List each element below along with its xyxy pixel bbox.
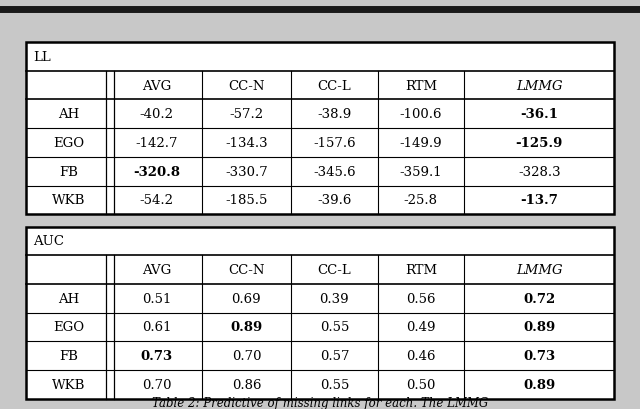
Text: -36.1: -36.1 bbox=[520, 108, 558, 121]
Text: CC-N: CC-N bbox=[228, 79, 265, 92]
Bar bbox=[26, 43, 614, 215]
Text: -185.5: -185.5 bbox=[225, 194, 268, 207]
Text: -330.7: -330.7 bbox=[225, 165, 268, 178]
Text: -345.6: -345.6 bbox=[313, 165, 356, 178]
Text: -359.1: -359.1 bbox=[399, 165, 442, 178]
Text: 0.89: 0.89 bbox=[523, 321, 556, 334]
Text: WKB: WKB bbox=[52, 194, 86, 207]
Text: AH: AH bbox=[58, 108, 79, 121]
Text: RTM: RTM bbox=[404, 263, 437, 276]
Text: -40.2: -40.2 bbox=[140, 108, 174, 121]
Text: -149.9: -149.9 bbox=[399, 137, 442, 150]
Text: -54.2: -54.2 bbox=[140, 194, 174, 207]
Bar bbox=[26, 43, 614, 215]
Text: -134.3: -134.3 bbox=[225, 137, 268, 150]
Text: AUC: AUC bbox=[33, 235, 64, 248]
Text: EGO: EGO bbox=[53, 321, 84, 334]
Text: 0.72: 0.72 bbox=[523, 292, 556, 305]
Text: LL: LL bbox=[33, 51, 51, 64]
Text: -157.6: -157.6 bbox=[313, 137, 356, 150]
Text: 0.70: 0.70 bbox=[142, 378, 172, 391]
Text: 0.89: 0.89 bbox=[230, 321, 262, 334]
Text: LMMG: LMMG bbox=[516, 79, 563, 92]
Text: 0.89: 0.89 bbox=[523, 378, 556, 391]
Text: -320.8: -320.8 bbox=[133, 165, 180, 178]
Text: FB: FB bbox=[60, 165, 78, 178]
Text: -38.9: -38.9 bbox=[317, 108, 351, 121]
Text: -57.2: -57.2 bbox=[229, 108, 264, 121]
Text: 0.55: 0.55 bbox=[320, 378, 349, 391]
Text: CC-N: CC-N bbox=[228, 263, 265, 276]
Text: -125.9: -125.9 bbox=[515, 137, 563, 150]
Text: 0.73: 0.73 bbox=[141, 349, 173, 362]
Text: 0.46: 0.46 bbox=[406, 349, 436, 362]
Text: EGO: EGO bbox=[53, 137, 84, 150]
Text: -328.3: -328.3 bbox=[518, 165, 561, 178]
Text: WKB: WKB bbox=[52, 378, 86, 391]
Text: LMMG: LMMG bbox=[516, 263, 563, 276]
Text: 0.56: 0.56 bbox=[406, 292, 436, 305]
Text: 0.73: 0.73 bbox=[523, 349, 556, 362]
Text: 0.50: 0.50 bbox=[406, 378, 435, 391]
Text: -25.8: -25.8 bbox=[404, 194, 438, 207]
Text: RTM: RTM bbox=[404, 79, 437, 92]
Text: -100.6: -100.6 bbox=[399, 108, 442, 121]
Text: 0.39: 0.39 bbox=[319, 292, 349, 305]
Text: CC-L: CC-L bbox=[317, 79, 351, 92]
Text: FB: FB bbox=[60, 349, 78, 362]
Text: 0.57: 0.57 bbox=[319, 349, 349, 362]
Text: 0.61: 0.61 bbox=[142, 321, 172, 334]
Text: AH: AH bbox=[58, 292, 79, 305]
Text: 0.69: 0.69 bbox=[232, 292, 261, 305]
Text: AVG: AVG bbox=[142, 263, 172, 276]
Text: 0.55: 0.55 bbox=[320, 321, 349, 334]
Text: 0.51: 0.51 bbox=[142, 292, 172, 305]
Text: 0.49: 0.49 bbox=[406, 321, 436, 334]
Text: -142.7: -142.7 bbox=[136, 137, 178, 150]
Text: AVG: AVG bbox=[142, 79, 172, 92]
Text: Table 2: Predictive of missing links for each. The LMMG: Table 2: Predictive of missing links for… bbox=[152, 396, 488, 409]
Text: 0.70: 0.70 bbox=[232, 349, 261, 362]
Text: -13.7: -13.7 bbox=[520, 194, 558, 207]
Bar bbox=[26, 227, 614, 399]
Text: 0.86: 0.86 bbox=[232, 378, 261, 391]
Text: -39.6: -39.6 bbox=[317, 194, 351, 207]
Bar bbox=[26, 227, 614, 399]
Text: CC-L: CC-L bbox=[317, 263, 351, 276]
